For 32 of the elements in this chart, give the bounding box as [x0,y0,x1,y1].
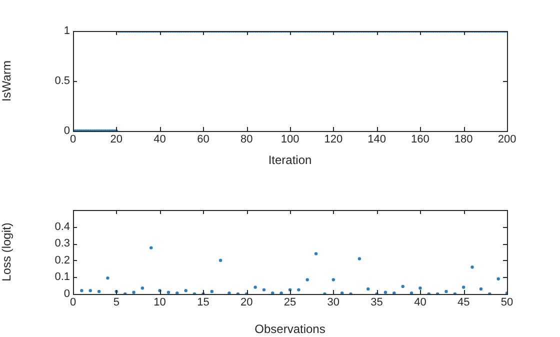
x-tick-label: 120 [324,134,343,146]
y-tick-label: 0 [64,288,70,300]
y-tick-label: 0.1 [54,271,70,284]
x-tick-label: 160 [411,134,430,146]
y-axis-title: Loss (logit) [0,222,14,282]
y-tick-label: 0.2 [54,254,70,266]
y-tick-label: 0.3 [54,238,70,250]
x-tick-label: 15 [197,296,210,309]
x-tick-label: 200 [498,134,516,146]
x-tick-label: 10 [154,296,166,309]
x-tick-label: 50 [500,296,514,309]
x-tick-label: 20 [110,134,123,146]
x-axis-title: Observations [254,322,326,336]
x-axis-title: Iteration [268,153,312,168]
x-tick-label: 45 [457,296,470,309]
y-axis-title: IsWarm [0,60,14,102]
x-tick-label: 35 [370,296,383,309]
x-tick-label: 40 [414,296,426,309]
y-tick-label: 0 [64,125,70,138]
y-tick-label: 1 [64,25,70,38]
x-tick-label: 180 [454,134,473,146]
x-tick-label: 60 [197,134,210,146]
x-tick-label: 20 [240,296,253,309]
x-tick-label: 40 [154,134,166,146]
y-tick-label: 0.4 [54,220,70,233]
y-tick-label: 0.5 [54,75,70,88]
x-tick-label: 100 [280,134,300,146]
x-tick-label: 25 [284,296,296,309]
x-tick-label: 80 [240,134,253,146]
x-tick-label: 140 [368,134,386,146]
x-tick-label: 30 [327,296,340,309]
x-tick-label: 5 [113,296,120,309]
